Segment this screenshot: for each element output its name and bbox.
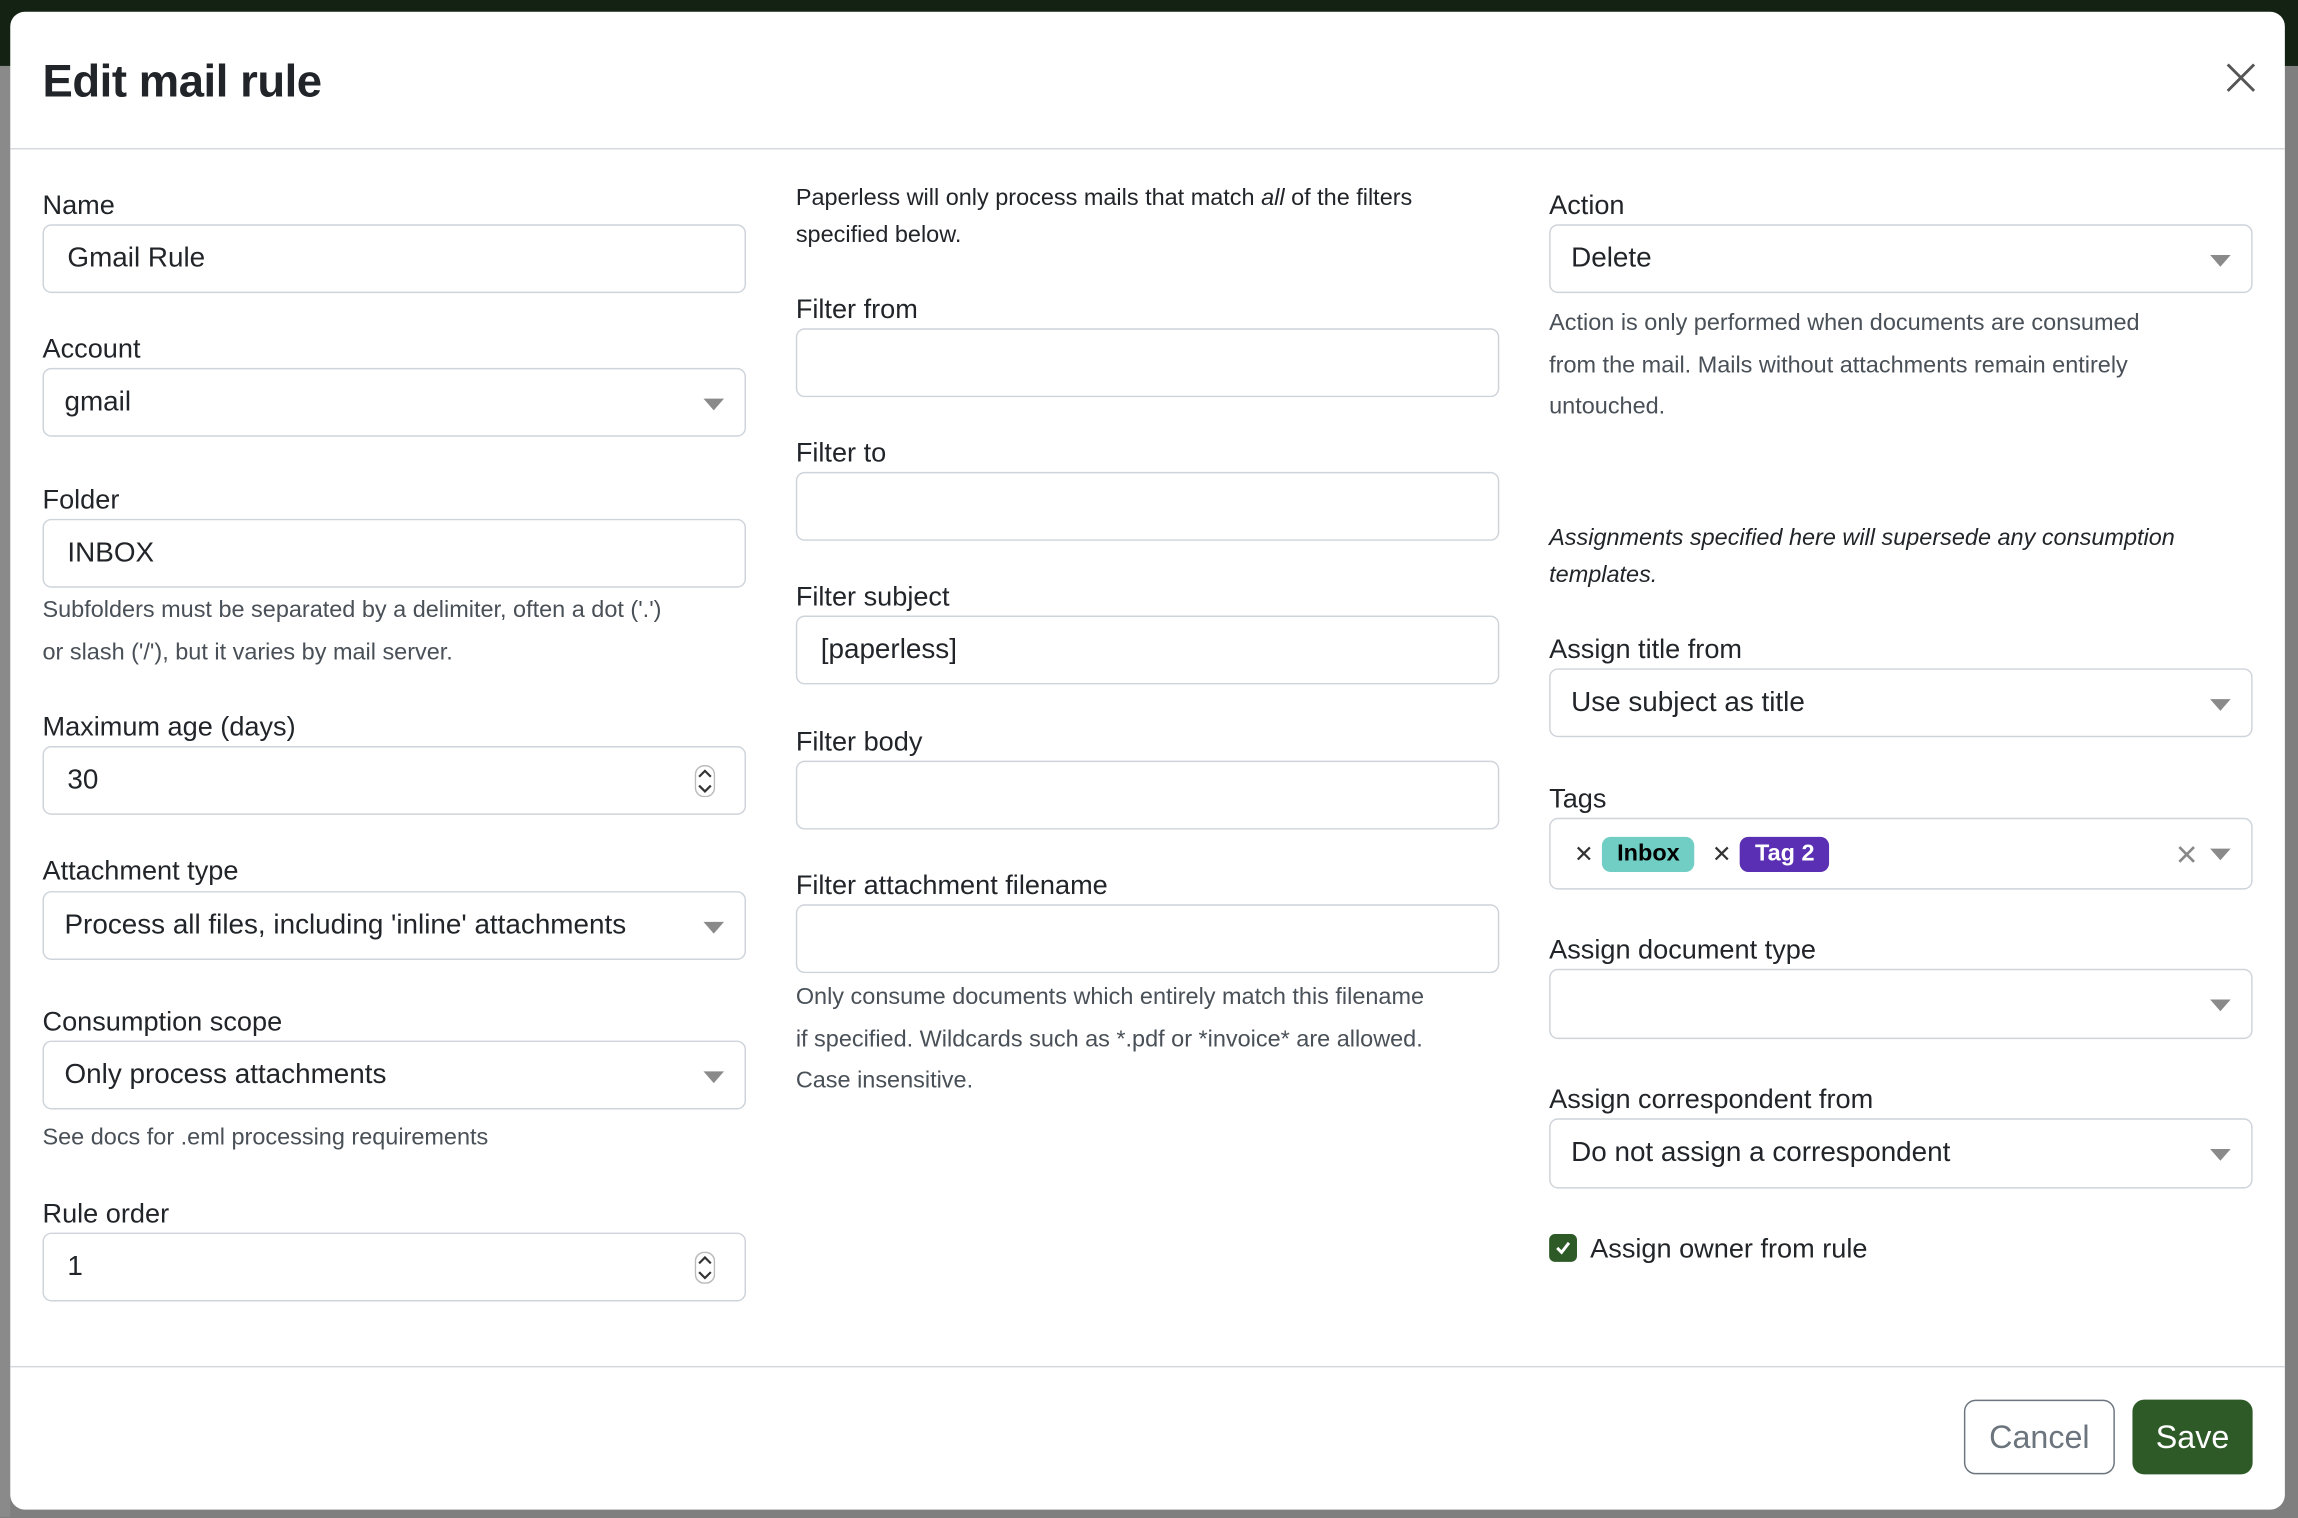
folder-help-line: or slash ('/'), but it varies by mail se… xyxy=(42,639,453,665)
filter-body-label: Filter body xyxy=(795,725,923,757)
attachment-type-select[interactable]: Process all files, including 'inline' at… xyxy=(42,891,746,960)
chevron-down-icon xyxy=(703,1071,725,1084)
backdrop xyxy=(0,65,11,1517)
account-label: Account xyxy=(42,332,141,364)
consumption-scope-help: See docs for .eml processing requirement… xyxy=(42,1125,489,1151)
consumption-scope-select[interactable]: Only process attachments xyxy=(42,1040,746,1110)
name-label: Name xyxy=(42,189,115,220)
doc-type-select[interactable] xyxy=(1549,968,2253,1040)
note-line: Assignments specified here will supersed… xyxy=(1549,526,2175,552)
action-value: Delete xyxy=(1571,242,1652,274)
consumption-scope-label: Consumption scope xyxy=(42,1005,283,1037)
intro-emphasis: all xyxy=(1261,186,1285,212)
chevron-down-icon xyxy=(2210,255,2231,267)
action-label: Action xyxy=(1549,189,1625,220)
account-value: gmail xyxy=(64,386,132,417)
intro-text: of the filters xyxy=(1284,186,1413,212)
filter-subject-label: Filter subject xyxy=(795,580,950,612)
max-age-value: 30 xyxy=(67,764,99,796)
tag-2: Tag 2 xyxy=(1740,836,1830,872)
check-icon xyxy=(1556,1241,1571,1255)
folder-help: Subfolders must be separated by a delimi… xyxy=(43,591,662,675)
chevron-down-icon xyxy=(703,921,725,934)
attachment-type-value: Process all files, including 'inline' at… xyxy=(64,909,627,941)
folder-input[interactable]: INBOX xyxy=(42,518,746,588)
chevron-down-icon xyxy=(703,398,725,411)
assign-title-select[interactable]: Use subject as title xyxy=(1549,668,2253,738)
tags-select[interactable]: ✕ Inbox ✕ Tag 2 xyxy=(1549,817,2253,890)
attachment-type-label: Attachment type xyxy=(42,854,239,886)
name-value: Gmail Rule xyxy=(67,242,206,274)
folder-help-line: Subfolders must be separated by a delimi… xyxy=(42,597,662,623)
help-line: from the mail. Mails without attachments… xyxy=(1549,352,2128,378)
tags-label: Tags xyxy=(1549,782,1607,814)
doc-type-label: Assign document type xyxy=(1549,933,1816,965)
folder-value: INBOX xyxy=(67,537,155,568)
max-age-input[interactable]: 30 xyxy=(42,745,746,815)
correspondent-value: Do not assign a correspondent xyxy=(1571,1137,1951,1169)
rule-order-label: Rule order xyxy=(42,1197,170,1229)
consumption-scope-value: Only process attachments xyxy=(64,1058,387,1090)
rule-order-input[interactable]: 1 xyxy=(42,1232,746,1302)
help-line: Action is only performed when documents … xyxy=(1549,310,2140,336)
action-select[interactable]: Delete xyxy=(1549,224,2253,294)
help-line: Only consume documents which entirely ma… xyxy=(795,984,1425,1010)
help-line: if specified. Wildcards such as *.pdf or… xyxy=(795,1026,1423,1052)
correspondent-label: Assign correspondent from xyxy=(1549,1083,1874,1114)
dialog-title: Edit mail rule xyxy=(42,55,323,107)
assign-owner-checkbox[interactable] xyxy=(1549,1234,1577,1262)
filter-attachment-input[interactable] xyxy=(795,904,1500,974)
name-input[interactable]: Gmail Rule xyxy=(42,224,746,294)
filter-subject-value: [paperless] xyxy=(820,633,957,665)
max-age-label: Maximum age (days) xyxy=(42,710,296,742)
rule-order-value: 1 xyxy=(67,1250,83,1282)
spinner-icon[interactable] xyxy=(694,1251,716,1284)
help-line: Case insensitive. xyxy=(795,1068,974,1094)
action-help: Action is only performed when documents … xyxy=(1549,303,2139,428)
intro-text: specified below. xyxy=(795,222,962,247)
filter-attachment-label: Filter attachment filename xyxy=(795,869,1108,900)
assign-title-label: Assign title from xyxy=(1549,633,1743,664)
filter-from-input[interactable] xyxy=(795,328,1500,398)
assign-owner-label[interactable]: Assign owner from rule xyxy=(1590,1232,1868,1264)
filter-from-label: Filter from xyxy=(795,293,918,324)
footer-divider xyxy=(10,1365,2285,1368)
chevron-down-icon xyxy=(2210,999,2231,1012)
folder-label: Folder xyxy=(42,483,120,515)
assign-title-value: Use subject as title xyxy=(1571,686,1805,718)
remove-tag-icon[interactable]: ✕ xyxy=(1574,841,1594,867)
filter-subject-input[interactable]: [paperless] xyxy=(795,615,1500,685)
filter-to-label: Filter to xyxy=(795,436,887,468)
remove-tag-icon[interactable]: ✕ xyxy=(1711,841,1732,867)
chevron-down-icon xyxy=(2210,699,2231,711)
chevron-down-icon xyxy=(2210,1149,2231,1161)
filter-attachment-help: Only consume documents which entirely ma… xyxy=(796,978,1424,1103)
correspondent-select[interactable]: Do not assign a correspondent xyxy=(1549,1118,2253,1189)
chevron-down-icon xyxy=(2210,848,2231,861)
help-line: untouched. xyxy=(1549,394,1666,420)
intro-text: Paperless will only process mails that m… xyxy=(795,186,1262,212)
spinner-icon[interactable] xyxy=(694,765,716,798)
tag-inbox: Inbox xyxy=(1602,836,1695,872)
clear-all-icon[interactable] xyxy=(2178,846,2196,864)
header-divider xyxy=(10,148,2285,150)
filters-intro: Paperless will only process mails that m… xyxy=(796,182,1412,254)
assignments-note: Assignments specified here will supersed… xyxy=(1549,522,2175,594)
filter-body-input[interactable] xyxy=(795,760,1500,830)
close-icon[interactable] xyxy=(2223,60,2258,95)
account-select[interactable]: gmail xyxy=(42,367,746,437)
note-line: templates. xyxy=(1549,562,1658,587)
edit-mail-rule-dialog: Edit mail rule Name Gmail Rule Account g… xyxy=(10,11,2285,1510)
save-button[interactable]: Save xyxy=(2132,1399,2253,1475)
filter-to-input[interactable] xyxy=(795,471,1500,541)
cancel-button[interactable]: Cancel xyxy=(1963,1399,2115,1475)
